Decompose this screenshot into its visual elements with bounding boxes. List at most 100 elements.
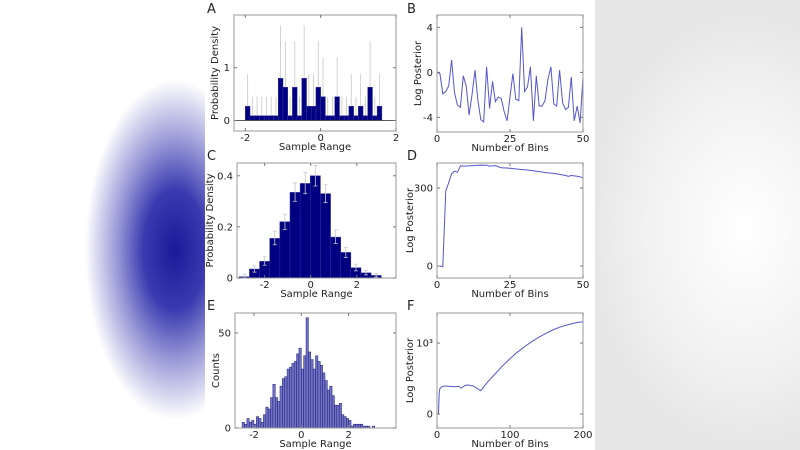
series-line: [439, 164, 583, 268]
bar: [320, 193, 331, 278]
bar: [320, 96, 326, 121]
figure-canvas: -2 0 2 0 1 Sample Range Probability Density A 0 2…: [205, 2, 593, 450]
y-tick-label: 0: [427, 262, 433, 273]
bar: [273, 115, 279, 121]
plot-area: [234, 25, 396, 121]
x-tick-label: 2: [393, 133, 399, 144]
bar: [324, 380, 328, 428]
panel-f: 0 100 200 0 10³ Number of Bins Log Posterior F: [405, 299, 593, 450]
x-tick-label: -2: [249, 430, 259, 441]
bar: [301, 78, 307, 121]
bar: [348, 105, 354, 121]
bar: [303, 355, 307, 428]
figure: -2 0 2 0 1 Sample Range Probability Density A 0 2…: [205, 0, 595, 450]
y-tick-label: 50: [218, 328, 231, 339]
panel-letter: B: [407, 2, 416, 17]
y-tick-label: 0: [427, 68, 433, 79]
panel-letter: F: [407, 299, 414, 314]
bar: [241, 422, 245, 428]
bar: [260, 422, 264, 428]
bar: [325, 115, 331, 121]
y-tick-label: 0.2: [217, 222, 233, 233]
bar: [367, 86, 373, 121]
bar: [296, 353, 300, 428]
axes-frame: [233, 14, 397, 132]
bar: [329, 385, 333, 428]
background-right: [595, 0, 800, 450]
bar: [259, 115, 265, 121]
bar: [299, 183, 311, 278]
bar: [265, 406, 269, 428]
bar: [331, 395, 335, 428]
bar: [279, 385, 283, 428]
plot-area: [437, 27, 583, 124]
bar: [258, 418, 262, 428]
x-tick-label: 50: [577, 134, 590, 145]
panel-letter: C: [207, 149, 216, 164]
x-tick-label: 100: [500, 430, 519, 441]
plot-area: [437, 321, 583, 415]
bar: [244, 423, 248, 428]
x-axis-label: Sample Range: [279, 439, 351, 450]
x-tick-label: -2: [260, 280, 270, 291]
y-tick-label: 0: [225, 424, 231, 435]
x-tick-label: 0: [434, 134, 440, 145]
bar: [353, 115, 359, 121]
y-axis-label: Log Posterior: [405, 187, 416, 253]
bar: [284, 376, 288, 428]
x-tick-label: -2: [240, 133, 250, 144]
series-line: [437, 27, 583, 124]
bar: [246, 418, 250, 428]
y-axis-label: Counts: [211, 353, 222, 388]
bar: [315, 355, 319, 428]
bar: [355, 423, 359, 428]
bar: [334, 404, 338, 428]
y-axis-label: Probability Density: [205, 173, 216, 267]
y-axis-label: Log Posterior: [413, 40, 424, 106]
bar: [343, 416, 347, 428]
panel-letter: A: [207, 2, 216, 17]
bar: [376, 105, 383, 121]
axes-frame: [436, 312, 584, 429]
x-axis-label: Number of Bins: [471, 143, 548, 154]
series-line: [437, 321, 583, 415]
bar: [282, 86, 288, 121]
x-axis-label: Number of Bins: [471, 439, 548, 450]
x-tick-label: 0: [308, 280, 314, 291]
x-tick-label: 0: [434, 280, 440, 291]
plot-area: [239, 165, 382, 278]
bar: [301, 368, 304, 428]
bar: [275, 397, 278, 428]
bar: [289, 192, 301, 278]
bar: [357, 423, 361, 428]
axes-frame: [436, 162, 584, 279]
bar: [254, 115, 260, 121]
panel-d: 0 25 50 0 300 Number of Bins Log Posterior D: [405, 149, 589, 300]
x-tick-label: 50: [577, 280, 590, 291]
bar: [272, 384, 276, 428]
bar: [279, 221, 291, 278]
x-tick-label: 0: [434, 430, 440, 441]
bar: [289, 366, 293, 428]
y-tick-label: 4: [427, 23, 433, 34]
x-axis-label: Sample Range: [279, 142, 351, 153]
y-tick-label: -4: [423, 113, 433, 124]
bar: [327, 389, 330, 428]
panel-e: -2 0 2 0 50 Sample Range Counts E: [207, 299, 397, 450]
bar: [341, 414, 345, 428]
bar: [319, 365, 323, 428]
bar: [267, 408, 271, 428]
bar: [298, 347, 302, 428]
bar: [310, 175, 321, 278]
bar: [339, 115, 345, 121]
background-left: [0, 0, 205, 450]
y-tick-label: 0.4: [217, 171, 233, 182]
bar: [338, 403, 342, 428]
bar: [292, 86, 298, 121]
panel-letter: E: [207, 299, 215, 314]
bar: [367, 425, 371, 428]
x-tick-label: 2: [354, 280, 360, 291]
bar: [291, 363, 295, 428]
bar: [263, 115, 270, 121]
x-axis-label: Sample Range: [280, 289, 352, 300]
